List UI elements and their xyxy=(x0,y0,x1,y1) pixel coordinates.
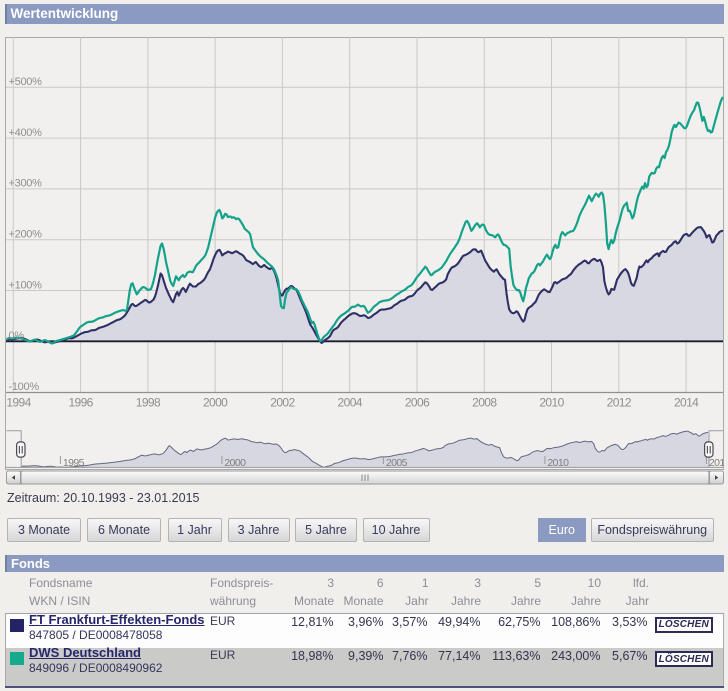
svg-text:2006: 2006 xyxy=(405,396,430,410)
svg-text:1994: 1994 xyxy=(6,396,31,410)
svg-text:2015: 2015 xyxy=(709,457,724,469)
svg-text:2004: 2004 xyxy=(338,396,363,410)
svg-text:2000: 2000 xyxy=(224,457,246,469)
svg-text:+400%: +400% xyxy=(9,127,43,139)
svg-text:2010: 2010 xyxy=(547,457,569,469)
svg-text:2010: 2010 xyxy=(539,396,564,410)
svg-text:2002: 2002 xyxy=(270,396,295,410)
svg-text:1996: 1996 xyxy=(68,396,93,410)
svg-text:+100%: +100% xyxy=(9,279,43,291)
svg-text:-100%: -100% xyxy=(9,381,40,393)
svg-text:2012: 2012 xyxy=(607,396,632,410)
svg-text:2014: 2014 xyxy=(674,396,699,410)
svg-text:+200%: +200% xyxy=(9,229,43,241)
svg-text:+300%: +300% xyxy=(9,178,43,190)
svg-text:2008: 2008 xyxy=(472,396,497,410)
svg-text:1995: 1995 xyxy=(63,457,85,469)
svg-text:1998: 1998 xyxy=(136,396,161,410)
svg-text:2000: 2000 xyxy=(203,396,228,410)
svg-text:+500%: +500% xyxy=(9,76,43,88)
svg-text:0%: 0% xyxy=(9,330,25,342)
svg-text:2005: 2005 xyxy=(386,457,408,469)
